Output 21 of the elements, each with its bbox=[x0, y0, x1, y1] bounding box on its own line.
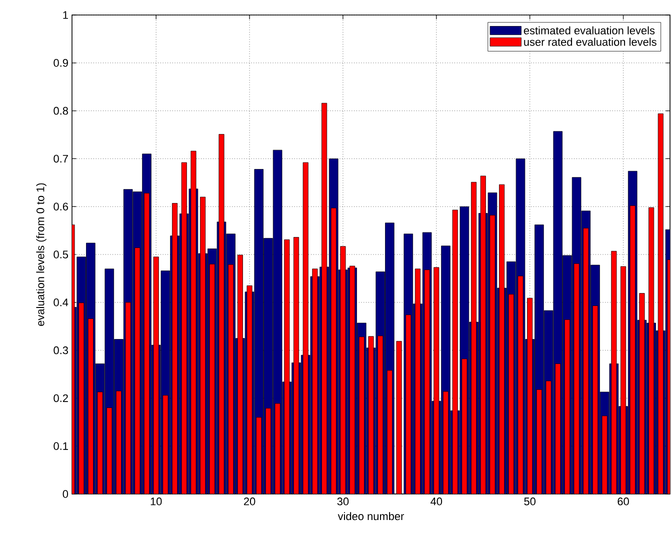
y-tick-label: 1 bbox=[63, 11, 68, 19]
y-tick-label: 0.2 bbox=[54, 394, 68, 402]
x-tick-label: 10 bbox=[150, 498, 162, 506]
y-tick-label: 0.1 bbox=[54, 442, 68, 450]
y-tick-label: 0.7 bbox=[54, 154, 68, 163]
x-tick-label: 20 bbox=[244, 498, 256, 506]
legend-label: user rated evaluation levels bbox=[524, 38, 656, 46]
y-tick-label: 0.3 bbox=[54, 346, 68, 354]
y-tick-label: 0 bbox=[62, 490, 68, 498]
y-tick-label: 0.4 bbox=[54, 298, 68, 306]
y-tick-label: 0.5 bbox=[54, 250, 68, 258]
x-tick-label: 30 bbox=[337, 498, 349, 506]
y-tick-label: 0.8 bbox=[54, 106, 68, 115]
x-tick-label: 60 bbox=[618, 498, 629, 506]
x-tick-label: 50 bbox=[524, 498, 536, 506]
y-tick-label: 0.9 bbox=[54, 59, 68, 67]
y-tick-label: 0.6 bbox=[54, 202, 68, 210]
x-axis-title: video number bbox=[338, 512, 404, 520]
y-axis-title: evaluation levels (from 0 to 1) bbox=[36, 183, 46, 326]
x-tick-label: 40 bbox=[430, 498, 442, 506]
legend-label: estimated evaluation levels bbox=[524, 26, 655, 34]
